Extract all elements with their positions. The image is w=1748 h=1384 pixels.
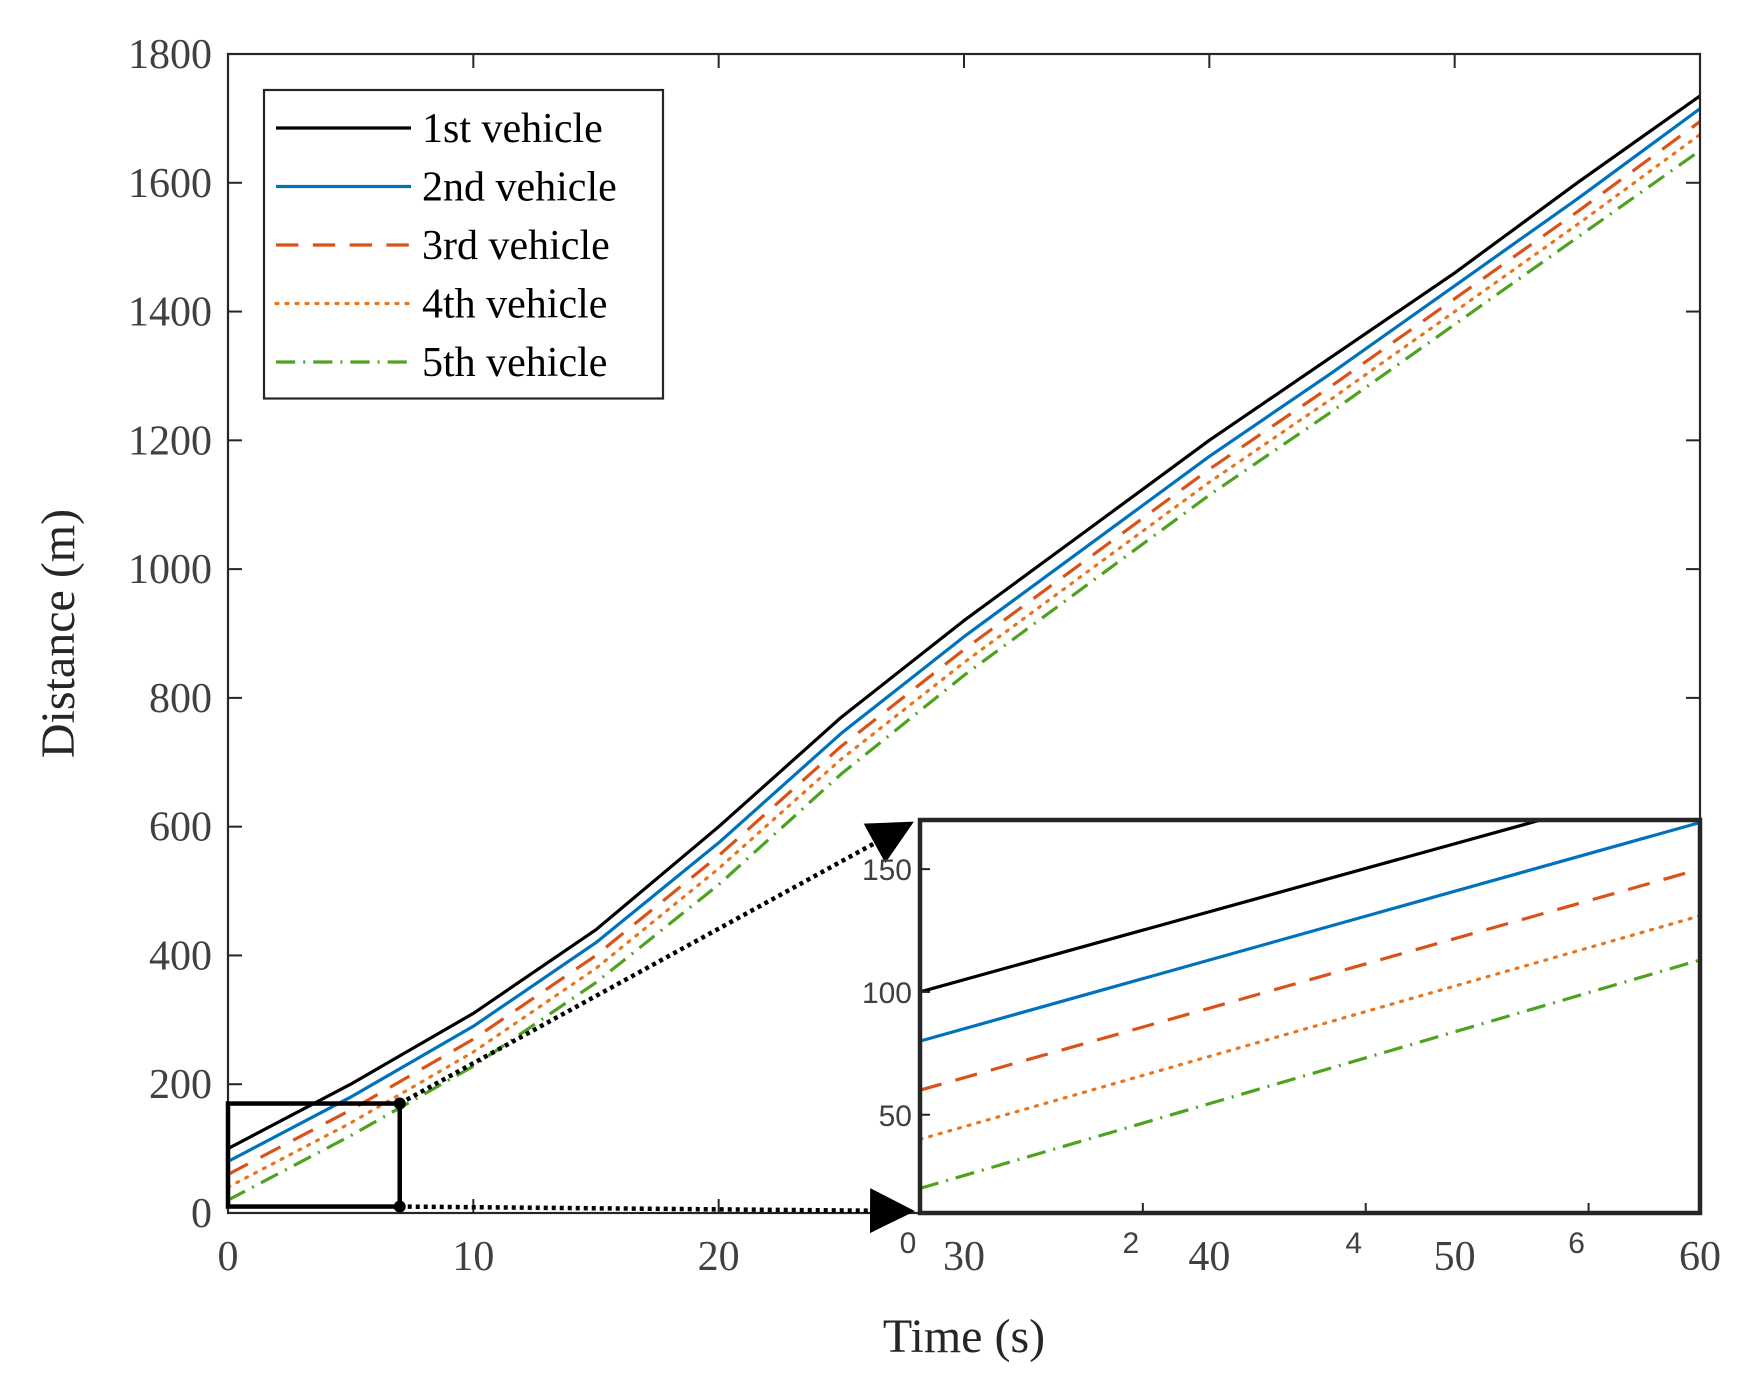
legend-label-5: 5th vehicle xyxy=(422,340,607,386)
zoom-arrow-2 xyxy=(399,1188,915,1234)
inset-y-tick-label: 50 xyxy=(879,1100,912,1133)
inset-x-tick-label: 6 xyxy=(1568,1227,1585,1260)
y-tick-label: 600 xyxy=(149,805,212,851)
zoom-arrow-1 xyxy=(398,821,914,1106)
zoom-indicator xyxy=(225,821,915,1234)
main-plot: 0 10 20 30 40 50 60020040060080010001200140016… xyxy=(32,32,1721,1363)
series-line-5 xyxy=(228,149,1700,1202)
y-tick-label: 400 xyxy=(149,933,212,979)
series-line-1 xyxy=(228,94,1700,1151)
legend-label-2: 2nd vehicle xyxy=(422,165,617,211)
zoom-region-box xyxy=(225,1101,402,1209)
inset-series-line-5 xyxy=(920,958,1700,1190)
x-tick-label: 0 xyxy=(218,1234,239,1280)
y-tick-label: 200 xyxy=(149,1062,212,1108)
y-tick-label: 1600 xyxy=(128,161,212,207)
series-line-3 xyxy=(228,120,1700,1176)
inset-frame xyxy=(917,817,1703,1216)
y-axis-title: Distance (m) xyxy=(32,509,85,758)
y-tick-label: 1800 xyxy=(128,32,212,78)
legend-label-1: 1st vehicle xyxy=(422,106,603,152)
inset-x-tick-label: 4 xyxy=(1345,1227,1362,1260)
inset-y-tick-label: 100 xyxy=(862,977,912,1010)
inset-x-tick-label: 0 xyxy=(900,1227,917,1260)
y-tick-label: 1400 xyxy=(128,290,212,336)
x-tick-label: 10 xyxy=(452,1234,494,1280)
legend: 1st vehicle 2nd vehicle 3rd vehicle 4th veh… xyxy=(262,88,665,400)
x-tick-label: 50 xyxy=(1434,1234,1476,1280)
x-tick-label: 20 xyxy=(698,1234,740,1280)
inset-y-tick-label: 150 xyxy=(862,854,912,887)
legend-label-4: 4th vehicle xyxy=(422,282,607,328)
inset-series-line-3 xyxy=(920,867,1700,1092)
x-axis-title: Time (s) xyxy=(883,1310,1045,1363)
inset-series-line-1 xyxy=(920,820,1547,994)
inset-plot: 0 2 4 6 50 100 150 xyxy=(862,817,1703,1260)
series-line-4 xyxy=(228,132,1700,1189)
inset-x-tick-label: 2 xyxy=(1123,1227,1140,1260)
y-tick-label: 0 xyxy=(191,1191,212,1237)
x-tick-label: 30 xyxy=(943,1234,985,1280)
x-tick-label: 40 xyxy=(1188,1234,1230,1280)
inset-series-line-2 xyxy=(920,820,1700,1043)
series-line-2 xyxy=(228,107,1700,1163)
y-tick-label: 800 xyxy=(149,676,212,722)
x-tick-label: 60 xyxy=(1679,1234,1721,1280)
legend-label-3: 3rd vehicle xyxy=(422,223,610,269)
y-tick-label: 1000 xyxy=(128,547,212,593)
y-tick-label: 1200 xyxy=(128,418,212,464)
